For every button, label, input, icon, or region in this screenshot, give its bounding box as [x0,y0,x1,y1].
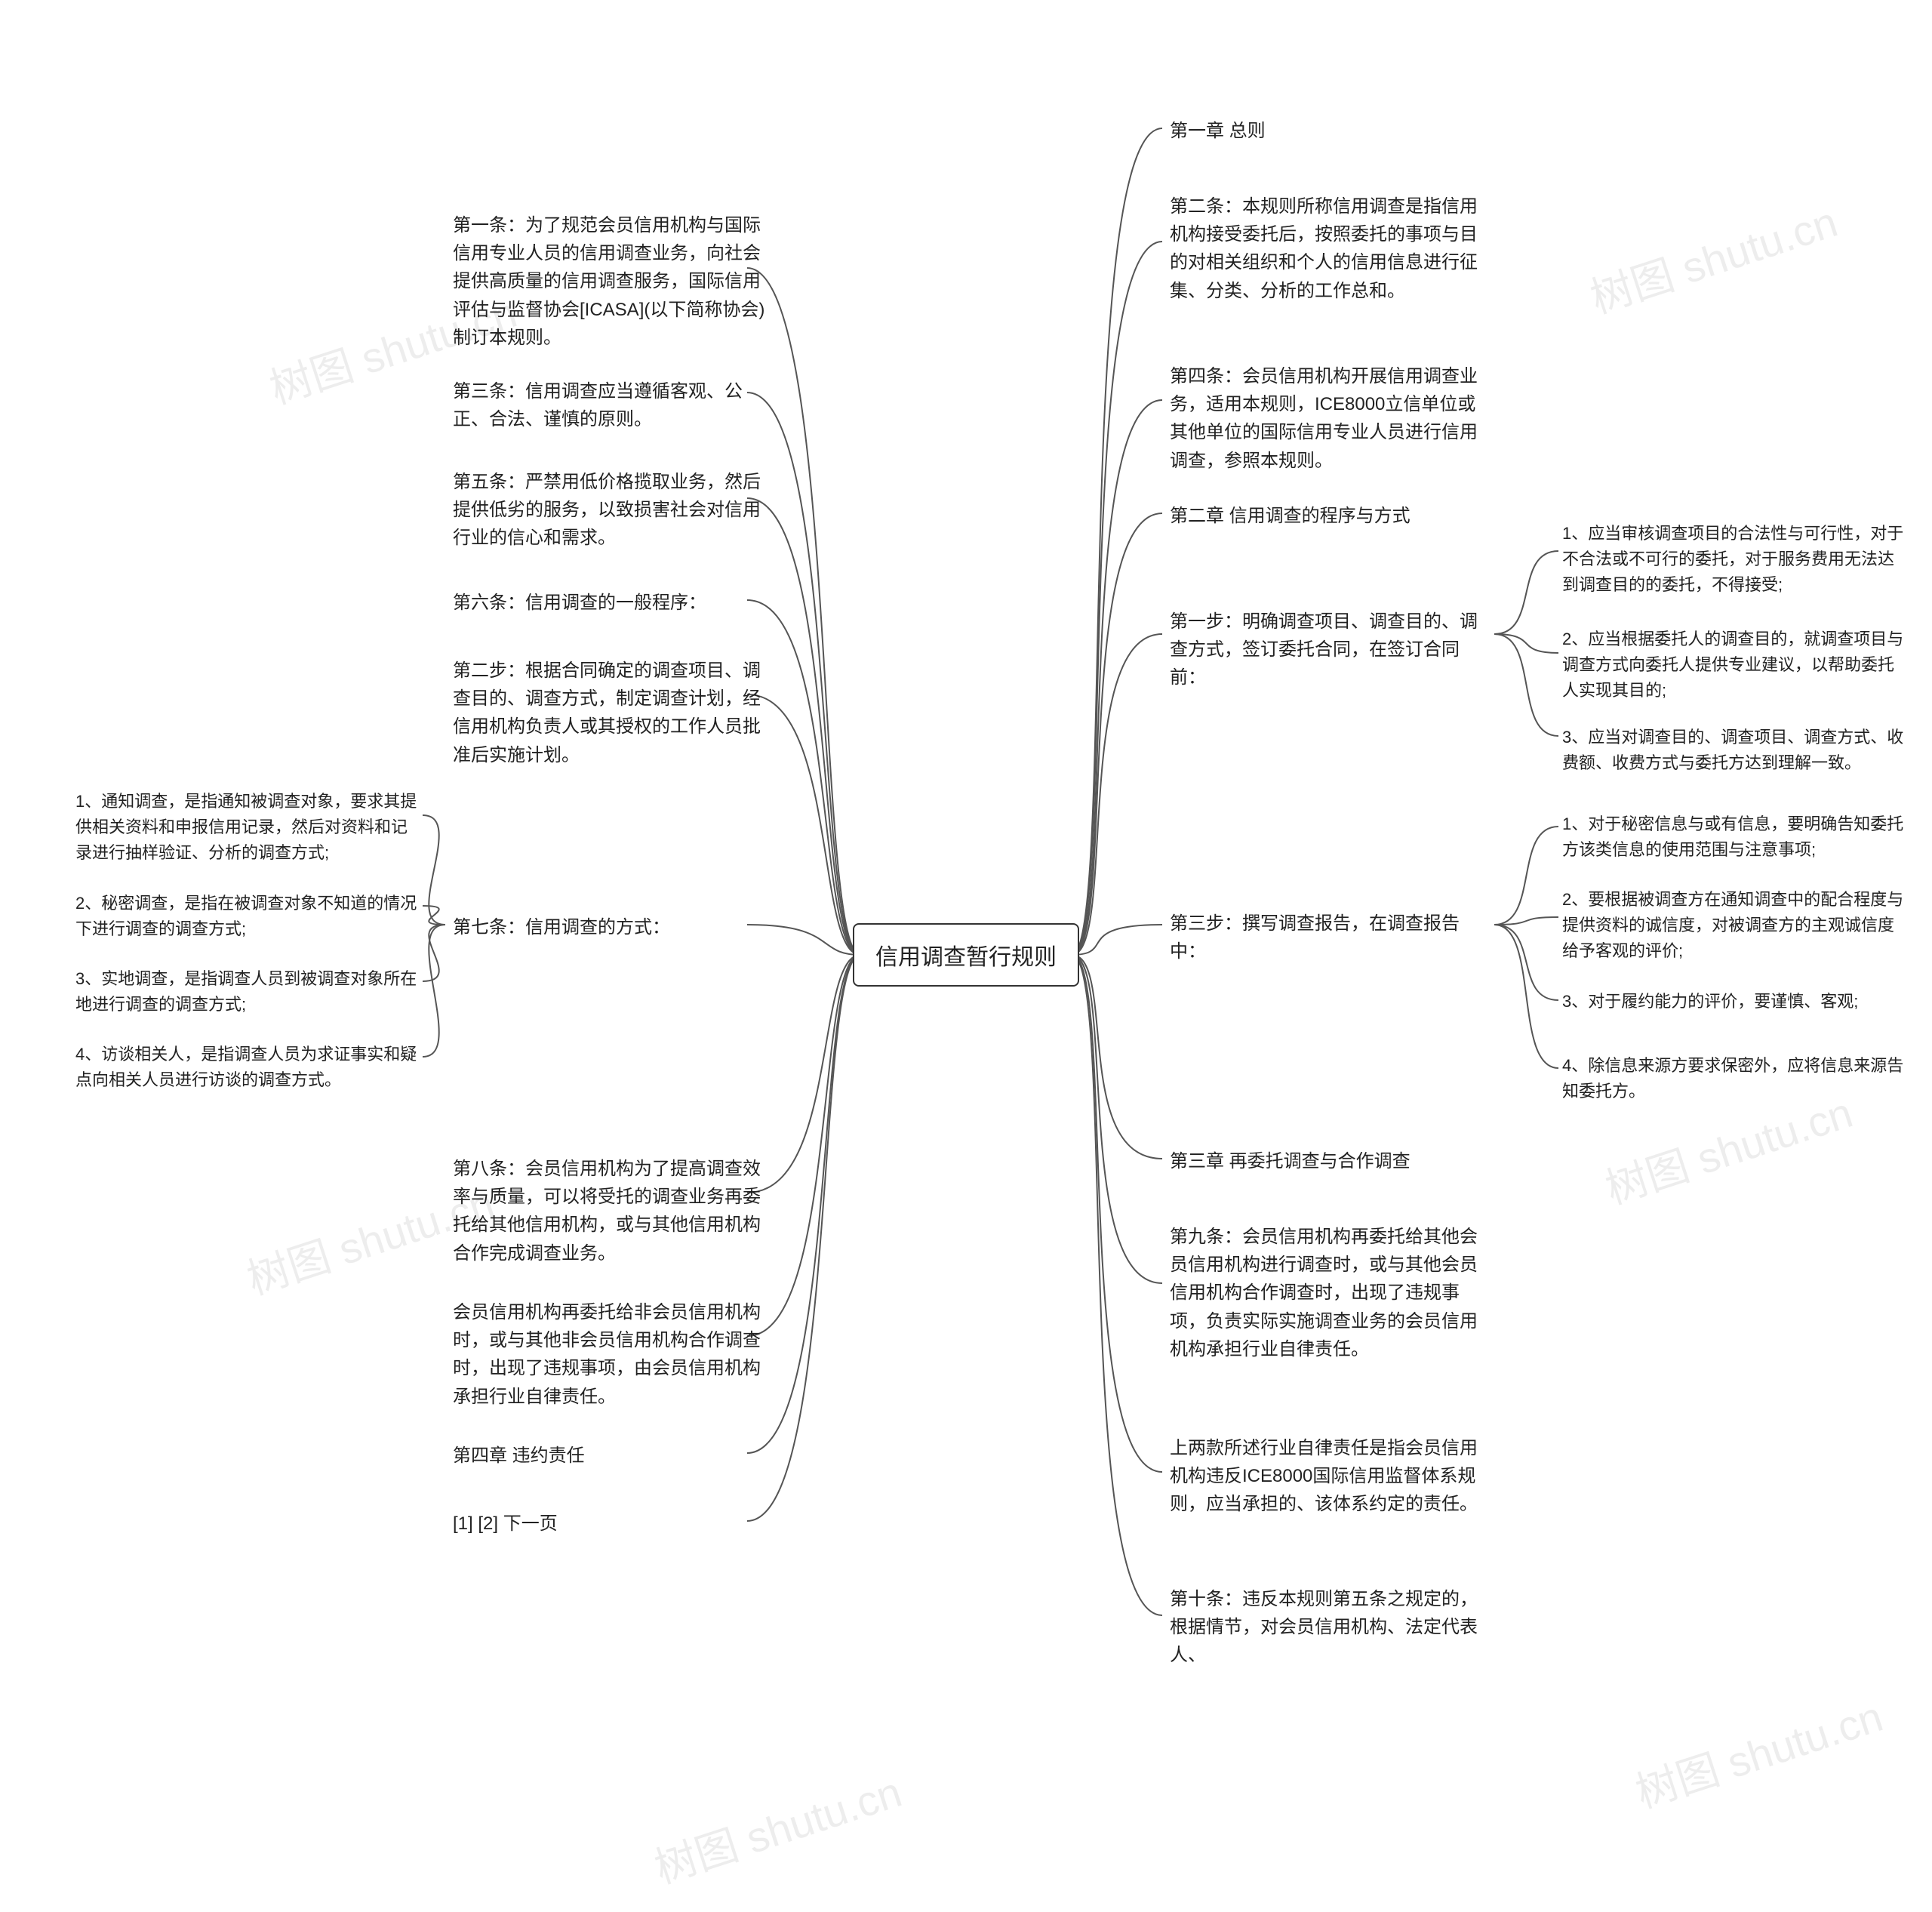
branch-node: 第九条：会员信用机构再委托给其他会员信用机构进行调查时，或与其他会员信用机构合作… [1170,1223,1487,1363]
branch-node: 第三章 再委托调查与合作调查 [1170,1147,1487,1175]
branch-node: 第四章 违约责任 [453,1442,770,1470]
watermark: 树图 shutu.cn [1627,1683,1890,1821]
branch-node: 第三步：撰写调查报告，在调查报告中： [1170,910,1487,965]
branch-node: 第二章 信用调查的程序与方式 [1170,502,1487,530]
sub-node: 3、应当对调查目的、调查项目、调查方式、收费额、收费方式与委托方达到理解一致。 [1562,725,1909,776]
center-node: 信用调查暂行规则 [853,923,1079,987]
branch-node: 会员信用机构再委托给非会员信用机构时，或与其他非会员信用机构合作调查时，出现了违… [453,1298,770,1411]
branch-node: 上两款所述行业自律责任是指会员信用机构违反ICE8000国际信用监督体系规则，应… [1170,1434,1487,1519]
branch-node: 第一章 总则 [1170,117,1487,145]
branch-node: 第七条：信用调查的方式： [453,913,770,941]
sub-node: 3、实地调查，是指调查人员到被调查对象所在地进行调查的调查方式; [75,966,423,1018]
branch-node: 第八条：会员信用机构为了提高调查效率与质量，可以将受托的调查业务再委托给其他信用… [453,1155,770,1267]
sub-node: 1、通知调查，是指通知被调查对象，要求其提供相关资料和申报信用记录，然后对资料和… [75,789,423,866]
branch-node: 第五条：严禁用低价格揽取业务，然后提供低劣的服务，以致损害社会对信用行业的信心和… [453,468,770,553]
sub-node: 1、应当审核调查项目的合法性与可行性，对于不合法或不可行的委托，对于服务费用无法… [1562,521,1909,598]
branch-node: 第二条：本规则所称信用调查是指信用机构接受委托后，按照委托的事项与目的对相关组织… [1170,192,1487,305]
sub-node: 2、要根据被调查方在通知调查中的配合程度与提供资料的诚信度，对被调查方的主观诚信… [1562,887,1909,964]
branch-node: 第一步：明确调查项目、调查目的、调查方式，签订委托合同，在签订合同前： [1170,608,1487,692]
sub-node: 2、秘密调查，是指在被调查对象不知道的情况下进行调查的调查方式; [75,891,423,942]
sub-node: 4、访谈相关人，是指调查人员为求证事实和疑点向相关人员进行访谈的调查方式。 [75,1042,423,1093]
branch-node: 第三条：信用调查应当遵循客观、公正、合法、谨慎的原则。 [453,377,770,433]
sub-node: 1、对于秘密信息与或有信息，要明确告知委托方该类信息的使用范围与注意事项; [1562,811,1909,863]
branch-node: 第六条：信用调查的一般程序： [453,589,770,617]
sub-node: 3、对于履约能力的评价，要谨慎、客观; [1562,989,1909,1014]
branch-node: [1] [2] 下一页 [453,1510,770,1538]
watermark: 树图 shutu.cn [1582,189,1844,326]
branch-node: 第十条：违反本规则第五条之规定的，根据情节，对会员信用机构、法定代表人、 [1170,1585,1487,1670]
sub-node: 2、应当根据委托人的调查目的，就调查项目与调查方式向委托人提供专业建议，以帮助委… [1562,627,1909,704]
branch-node: 第一条：为了规范会员信用机构与国际信用专业人员的信用调查业务，向社会提供高质量的… [453,211,770,352]
branch-node: 第四条：会员信用机构开展信用调查业务，适用本规则，ICE8000立信单位或其他单… [1170,362,1487,475]
sub-node: 4、除信息来源方要求保密外，应将信息来源告知委托方。 [1562,1053,1909,1104]
branch-node: 第二步：根据合同确定的调查项目、调查目的、调查方式，制定调查计划，经信用机构负责… [453,657,770,769]
watermark: 树图 shutu.cn [646,1759,909,1896]
mindmap-canvas: 信用调查暂行规则 第一条：为了规范会员信用机构与国际信用专业人员的信用调查业务，… [0,0,1932,1912]
